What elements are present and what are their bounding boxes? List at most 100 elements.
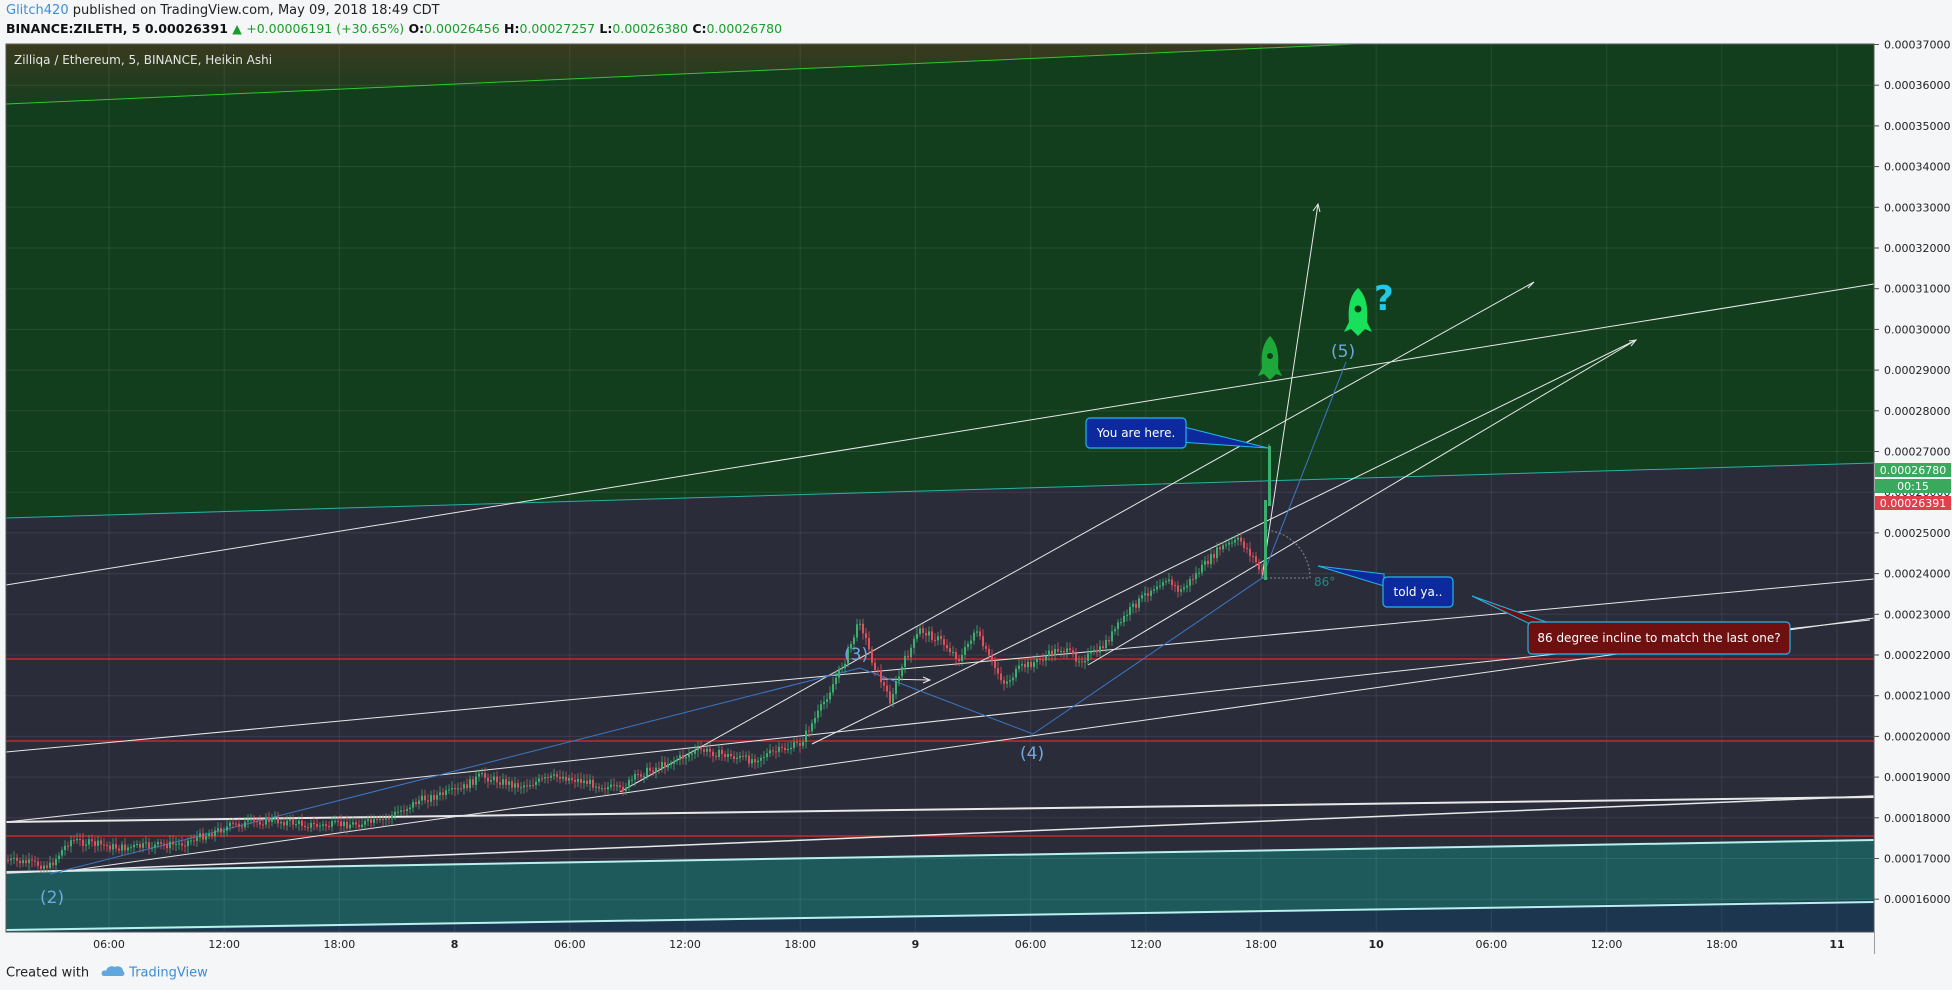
- candle-body: [769, 750, 771, 754]
- candle-body: [970, 640, 972, 644]
- candle-body: [991, 655, 993, 661]
- candle-body: [124, 844, 126, 851]
- publish-header: Glitch420 published on TradingView.com, …: [0, 0, 1952, 44]
- candle-body: [598, 786, 600, 789]
- candle-body: [37, 861, 39, 866]
- candle-body: [1156, 586, 1158, 590]
- price-tick-label: 0.00022000: [1884, 649, 1950, 662]
- symbol-label: BINANCE:ZILETH, 5: [6, 21, 141, 36]
- candle-body: [559, 776, 561, 779]
- author-link[interactable]: Glitch420: [6, 3, 69, 18]
- candle-body: [463, 784, 465, 789]
- candle-body: [1174, 585, 1176, 587]
- candle-body: [1183, 587, 1185, 590]
- candle-body: [1228, 542, 1230, 545]
- candle-body: [946, 645, 948, 649]
- price-tick-label: 0.00023000: [1884, 608, 1950, 621]
- time-tick-label: 12:00: [1591, 938, 1623, 951]
- time-tick-label: 18:00: [784, 938, 816, 951]
- candle-body: [820, 704, 822, 711]
- candle-body: [79, 839, 81, 841]
- candle-body: [1081, 661, 1083, 663]
- candle-body: [1000, 673, 1002, 681]
- candle-body: [1042, 659, 1044, 661]
- candle-body: [1084, 660, 1086, 663]
- candle-body: [679, 755, 681, 760]
- candle-body: [457, 788, 459, 790]
- candle-body: [910, 647, 912, 658]
- candle-body: [43, 865, 45, 869]
- callout-you-are-here[interactable]: You are here.: [1085, 417, 1269, 449]
- candle-body: [454, 788, 456, 790]
- candle-body: [157, 842, 159, 845]
- mid-zone-line: [6, 462, 1874, 519]
- candle-body: [580, 779, 582, 783]
- candle-body: [1045, 656, 1047, 661]
- candle-body: [1240, 537, 1242, 542]
- candle-body: [856, 624, 858, 638]
- candle-body: [976, 631, 978, 633]
- candle-body: [115, 844, 117, 849]
- candle-body: [130, 847, 132, 849]
- candle-body: [499, 782, 501, 785]
- candle-body: [73, 840, 75, 842]
- candle-body: [532, 784, 534, 786]
- candle-body: [295, 824, 297, 826]
- candle-body: [847, 648, 849, 664]
- candle-body: [685, 757, 687, 759]
- callout-incline-question[interactable]: 86 degree incline to match the last one?: [1471, 595, 1791, 655]
- time-tick-label: 12:00: [208, 938, 240, 951]
- trend-line: [6, 795, 1874, 874]
- candle-body: [1210, 554, 1212, 565]
- candle-body: [67, 845, 69, 847]
- candle-body: [610, 784, 612, 787]
- candle-body: [472, 779, 474, 785]
- candle-body: [103, 844, 105, 846]
- candle-body: [403, 810, 405, 812]
- candle-body: [448, 789, 450, 791]
- candle-body: [1261, 569, 1263, 573]
- candle-body: [625, 787, 627, 791]
- candle-body: [142, 843, 144, 848]
- candle-body: [118, 848, 120, 851]
- candle-body: [376, 819, 378, 821]
- candle-body: [412, 802, 414, 808]
- callout-told-ya[interactable]: told ya..: [1317, 565, 1454, 608]
- price-tick-label: 0.00031000: [1884, 283, 1950, 296]
- candle-body: [484, 773, 486, 778]
- candle-body: [919, 628, 921, 634]
- candle-body: [313, 822, 315, 825]
- candle-body: [865, 633, 867, 639]
- candle-body: [175, 843, 177, 845]
- candle-body: [1111, 631, 1113, 642]
- candle-body: [844, 663, 846, 669]
- candle-body: [235, 823, 237, 825]
- candle-body: [97, 840, 99, 846]
- candle-body: [58, 855, 60, 860]
- candle-body: [808, 730, 810, 732]
- candle-body: [934, 639, 936, 641]
- time-tick-label: 06:00: [554, 938, 586, 951]
- candle-body: [82, 839, 84, 846]
- candle-body: [541, 778, 543, 780]
- callout-told-ya-text: told ya..: [1394, 585, 1443, 599]
- candle-body: [187, 840, 189, 847]
- candle-body: [754, 759, 756, 763]
- candle-body: [658, 767, 660, 769]
- candle-body: [427, 800, 429, 802]
- tradingview-link[interactable]: TradingView: [129, 965, 208, 981]
- candle-body: [409, 807, 411, 809]
- open-label: O:: [408, 21, 425, 36]
- candle-body: [283, 822, 285, 826]
- time-axis-panel[interactable]: [0, 932, 1874, 954]
- candle-body: [34, 860, 36, 862]
- candle-body: [394, 811, 396, 816]
- candle-body: [127, 847, 129, 851]
- candle-body: [793, 742, 795, 748]
- candle-body: [955, 652, 957, 660]
- candle-body: [466, 784, 468, 789]
- plot-frame: [5, 43, 1875, 933]
- candle-body: [586, 780, 588, 784]
- candle-body: [730, 753, 732, 757]
